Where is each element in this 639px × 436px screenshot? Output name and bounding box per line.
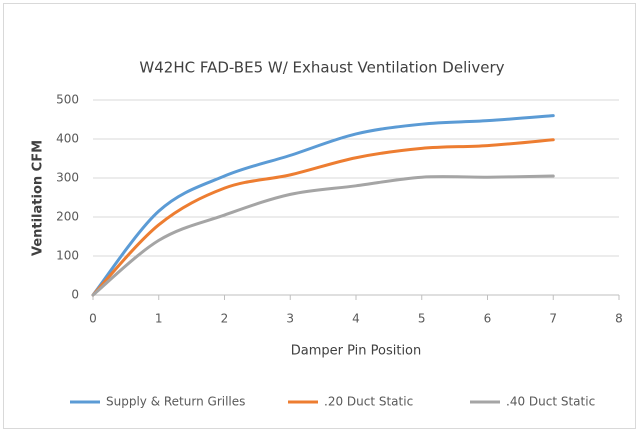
series-line: [91, 138, 555, 297]
x-axis-label: Damper Pin Position: [291, 344, 422, 359]
x-tick-label: 3: [286, 312, 294, 326]
x-tick-label: 0: [89, 312, 97, 326]
x-tick-label: 1: [155, 312, 163, 326]
x-tick-label: 2: [221, 312, 229, 326]
y-axis-label: Ventilation CFM: [31, 140, 46, 256]
y-tick-label: 100: [56, 249, 79, 263]
legend-label: .20 Duct Static: [324, 395, 413, 409]
x-tick-label: 8: [615, 312, 623, 326]
x-tick-label: 5: [418, 312, 426, 326]
y-tick-label: 400: [56, 132, 79, 146]
x-tick-label: 7: [549, 312, 557, 326]
chart-title: W42HC FAD-BE5 W/ Exhaust Ventilation Del…: [139, 59, 504, 77]
legend-label: Supply & Return Grilles: [106, 395, 245, 409]
y-tick-label: 300: [56, 171, 79, 185]
legend-label: .40 Duct Static: [506, 395, 595, 409]
x-tick-label: 4: [352, 312, 360, 326]
y-tick-label: 200: [56, 210, 79, 224]
chart-frame: [3, 3, 636, 429]
x-tick-label: 6: [484, 312, 492, 326]
y-tick-label: 500: [56, 93, 79, 107]
y-tick-label: 0: [71, 288, 79, 302]
series-line: [91, 174, 555, 297]
series-line: [91, 114, 555, 297]
